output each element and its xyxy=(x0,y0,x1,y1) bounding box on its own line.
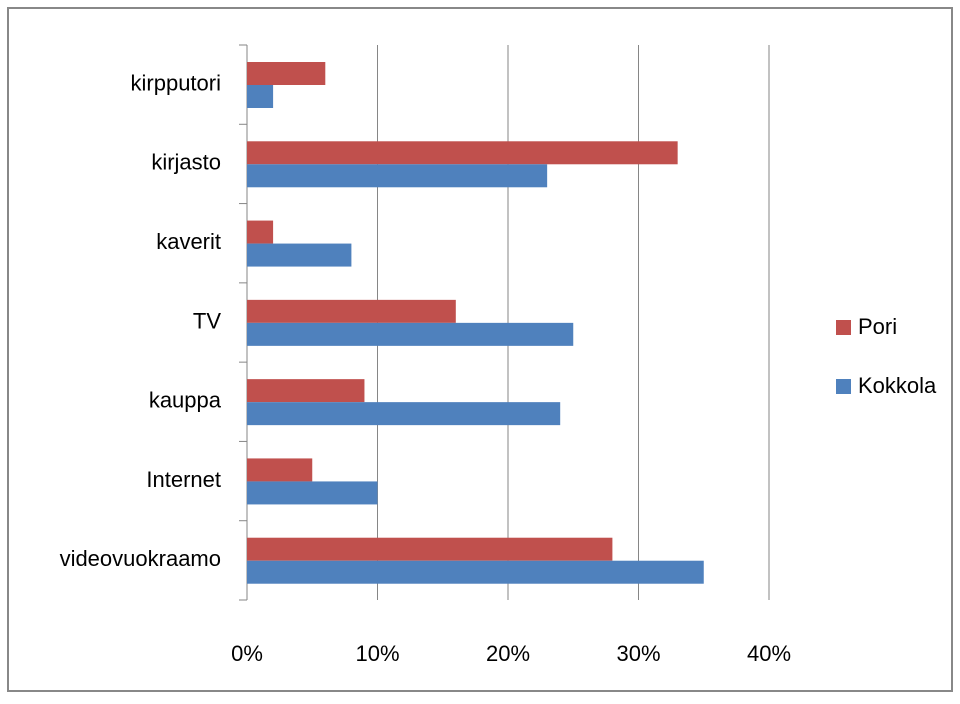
legend-swatch xyxy=(836,379,851,394)
bar xyxy=(247,322,574,346)
bar xyxy=(247,537,613,561)
bar xyxy=(247,560,704,584)
bar xyxy=(247,402,561,426)
x-tick-label: 20% xyxy=(486,641,530,666)
bar xyxy=(247,141,678,165)
y-tick-label: kirjasto xyxy=(151,150,221,175)
x-tick-label: 40% xyxy=(747,641,791,666)
y-tick-label: TV xyxy=(193,308,221,333)
bar xyxy=(247,220,274,244)
bar xyxy=(247,243,352,267)
y-tick-label: kirpputori xyxy=(131,70,221,95)
bar xyxy=(247,481,378,505)
x-tick-label: 0% xyxy=(231,641,263,666)
chart-border xyxy=(7,7,953,692)
y-tick-label: kauppa xyxy=(149,388,222,413)
bar xyxy=(247,62,326,85)
y-tick-label: videovuokraamo xyxy=(60,546,221,571)
bar xyxy=(247,299,456,323)
x-tick-label: 10% xyxy=(355,641,399,666)
legend-label: Pori xyxy=(858,314,897,339)
bar xyxy=(247,85,274,108)
legend-label: Kokkola xyxy=(858,373,937,398)
legend-swatch xyxy=(836,320,851,335)
bar xyxy=(247,458,313,482)
bar xyxy=(247,164,548,188)
y-tick-label: kaverit xyxy=(156,229,221,254)
y-tick-label: Internet xyxy=(146,467,221,492)
bar xyxy=(247,379,365,403)
x-tick-label: 30% xyxy=(616,641,660,666)
